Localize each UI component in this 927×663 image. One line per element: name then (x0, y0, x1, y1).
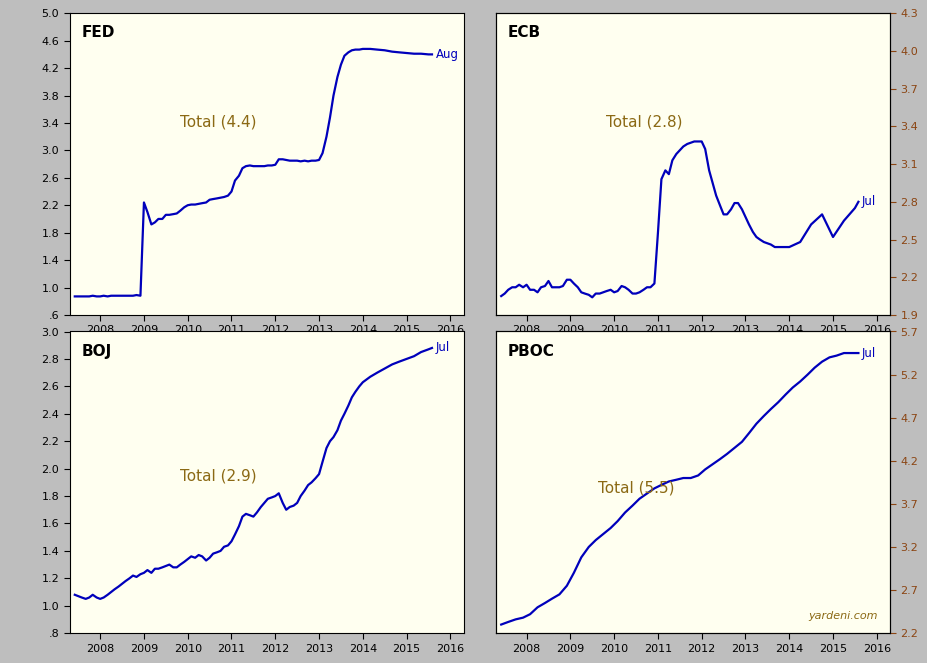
Text: Total (4.4): Total (4.4) (180, 114, 257, 129)
Text: BOJ: BOJ (82, 343, 111, 359)
Text: Total (2.8): Total (2.8) (606, 114, 683, 129)
Text: Total (5.5): Total (5.5) (599, 481, 675, 496)
Text: PBOC: PBOC (508, 343, 554, 359)
Text: Aug: Aug (436, 48, 459, 61)
Text: Jul: Jul (862, 196, 876, 208)
Text: ECB: ECB (508, 25, 540, 40)
Text: FED: FED (82, 25, 115, 40)
Text: Jul: Jul (862, 347, 876, 359)
Text: Jul: Jul (436, 341, 450, 355)
Text: yardeni.com: yardeni.com (808, 611, 878, 621)
Text: Total (2.9): Total (2.9) (180, 469, 257, 484)
